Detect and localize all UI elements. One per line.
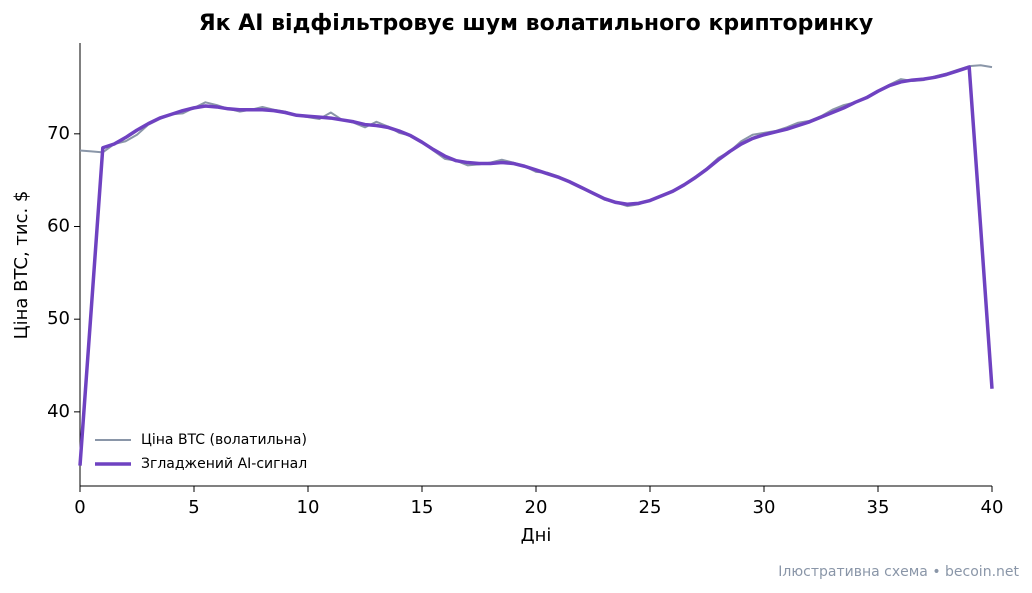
chart-title: Як AI відфільтровує шум волатильного кри… [199, 11, 874, 36]
legend-label: Ціна BTC (волатильна) [141, 432, 307, 448]
x-tick-label: 30 [753, 497, 776, 518]
legend-label: Згладжений AI-сигнал [141, 456, 307, 472]
y-tick-label: 50 [47, 308, 70, 329]
y-tick-label: 40 [47, 401, 70, 422]
y-tick-label: 70 [47, 123, 70, 144]
footnote: Ілюстративна схема • becoin.net [778, 564, 1019, 580]
x-axis-label: Дні [521, 525, 552, 546]
x-tick-label: 5 [188, 497, 199, 518]
x-tick-label: 20 [525, 497, 548, 518]
y-tick-label: 60 [47, 216, 70, 237]
series-line [78, 65, 994, 466]
series-line [79, 64, 993, 208]
x-tick-label: 40 [981, 497, 1004, 518]
x-tick-label: 25 [639, 497, 662, 518]
x-tick-label: 35 [867, 497, 890, 518]
x-tick-label: 15 [411, 497, 434, 518]
y-axis-label: Ціна BTC, тис. $ [11, 191, 32, 340]
x-tick-label: 10 [297, 497, 320, 518]
x-tick-label: 0 [74, 497, 85, 518]
